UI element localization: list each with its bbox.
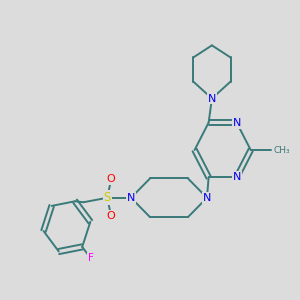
Text: O: O (107, 174, 116, 184)
Text: N: N (208, 94, 216, 103)
Text: F: F (88, 253, 94, 263)
Text: CH₃: CH₃ (273, 146, 290, 154)
Text: N: N (127, 193, 135, 203)
Text: N: N (232, 118, 241, 128)
Text: N: N (203, 193, 211, 203)
Text: N: N (232, 172, 241, 182)
Text: N: N (203, 193, 211, 203)
Text: S: S (103, 191, 111, 204)
Text: O: O (107, 212, 116, 221)
